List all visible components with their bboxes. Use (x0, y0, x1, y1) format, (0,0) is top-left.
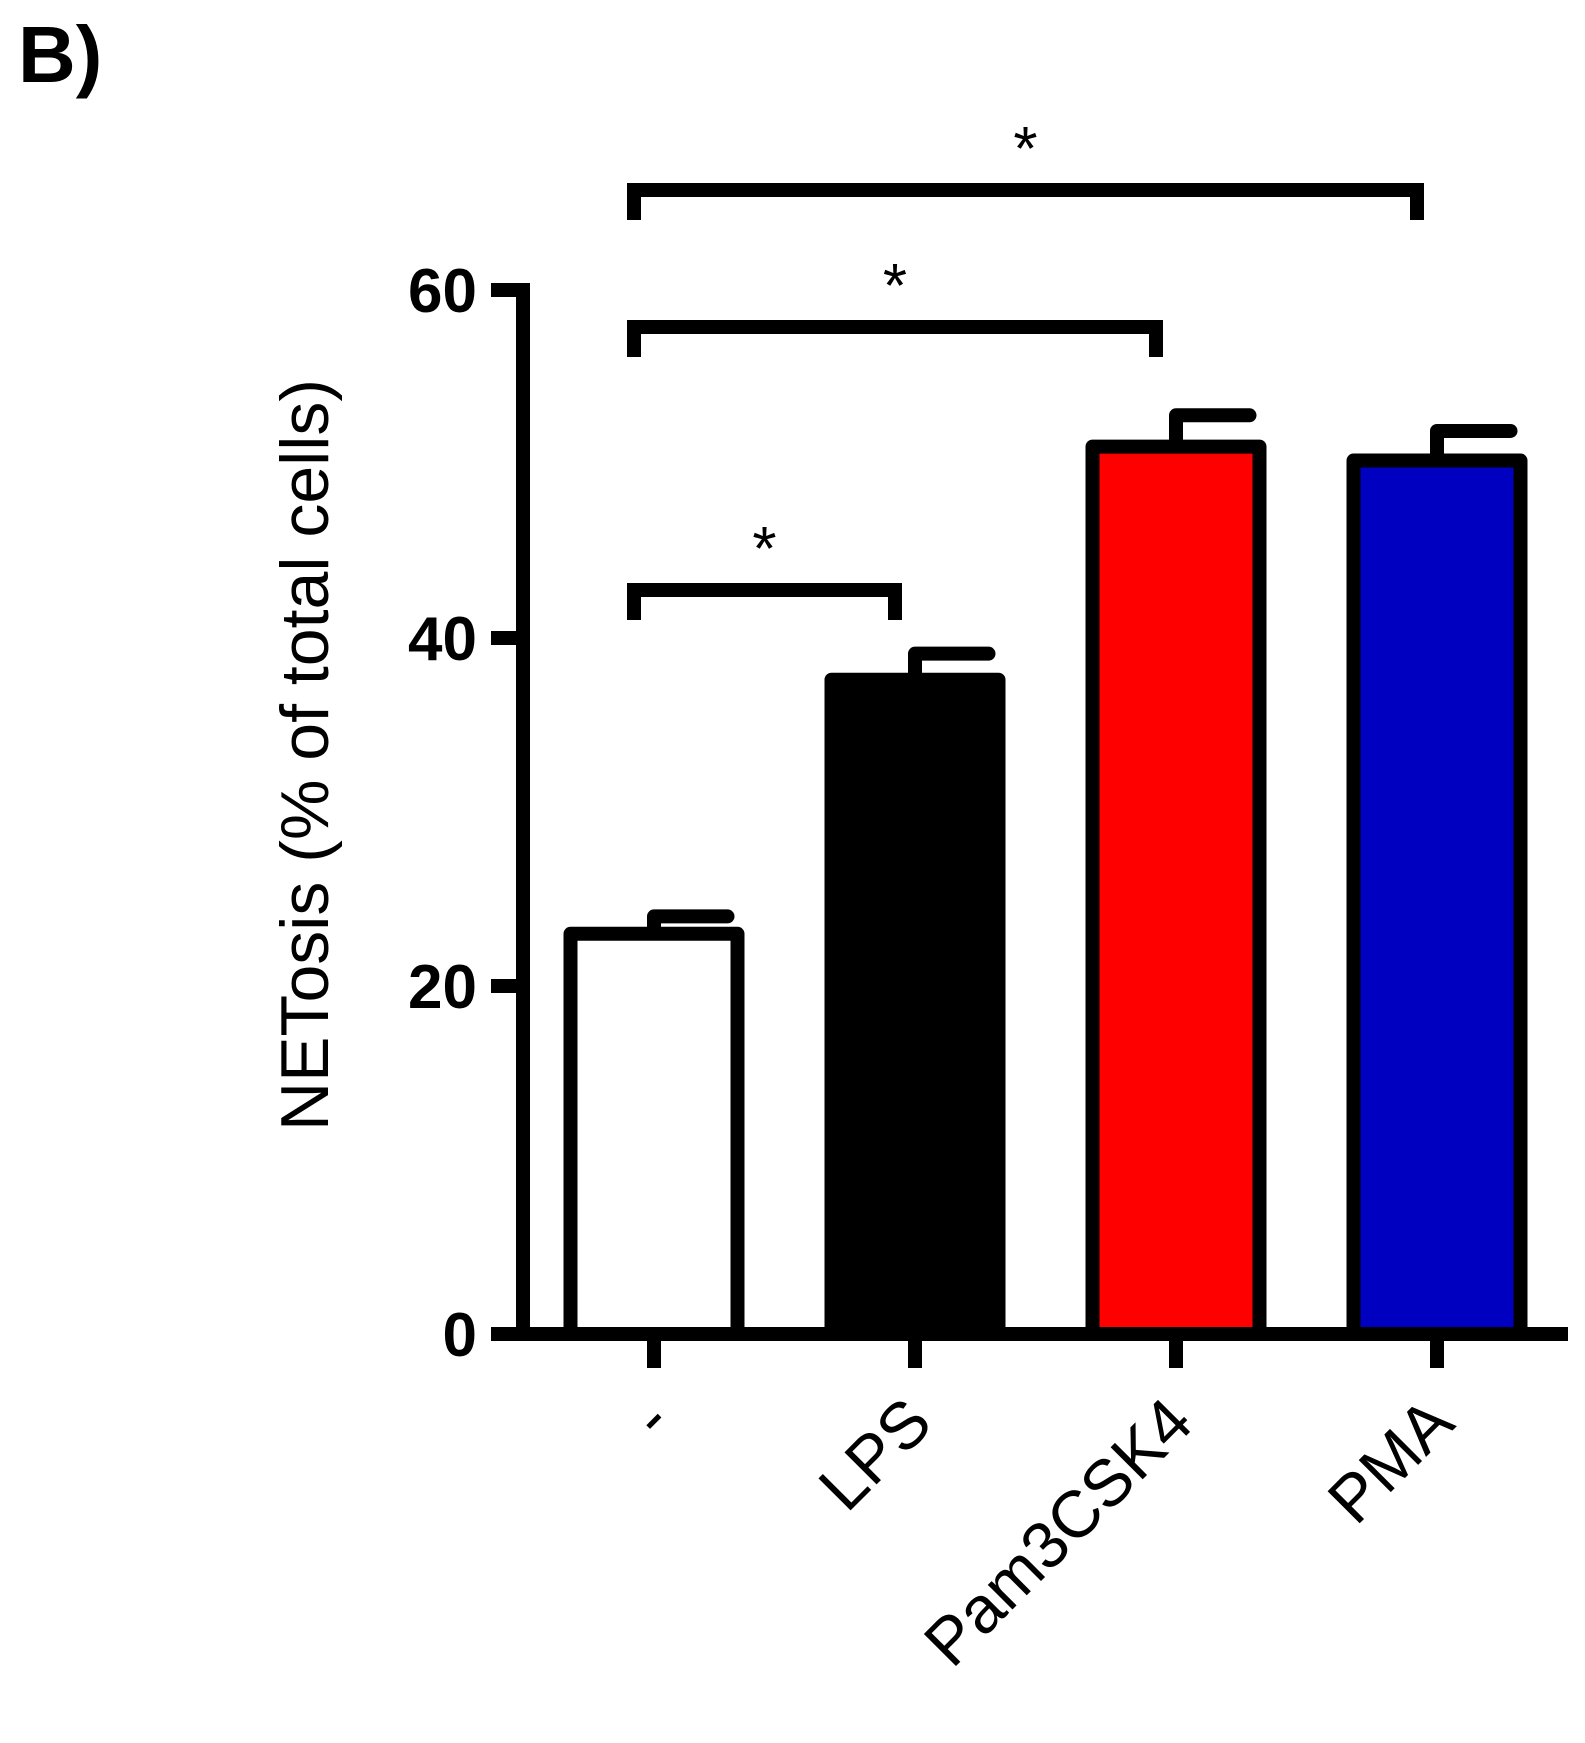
significance-bracket-2 (627, 183, 1424, 220)
x-tick-label-2: Pam3CSK4 (910, 1384, 1206, 1680)
significance-bracket-0 (627, 583, 902, 620)
y-tick-label-0: 0 (443, 1301, 477, 1370)
x-tick-label-0: - (616, 1384, 684, 1452)
bars (563, 439, 1528, 1342)
significance-star-1: * (883, 252, 907, 321)
significance-star-2: * (1013, 115, 1037, 184)
significance-star-0: * (752, 515, 776, 584)
y-tick-label-20: 20 (408, 953, 477, 1022)
y-axis-label: NETosis (% of total cells) (267, 379, 343, 1131)
y-tick-label-60: 60 (408, 257, 477, 326)
error-bars (647, 408, 1518, 934)
bar-pam3csk4 (1085, 439, 1267, 1342)
x-tick-label-1: LPS (804, 1384, 945, 1525)
significance-bracket-1 (627, 320, 1163, 357)
significance-brackets: * * * (627, 115, 1424, 620)
bar-pma (1346, 453, 1528, 1341)
y-tick-label-40: 40 (408, 605, 477, 674)
x-tick-label-3: PMA (1313, 1384, 1466, 1537)
bar-lps (824, 672, 1006, 1341)
panel-label: B) (18, 10, 102, 99)
bar-control (563, 926, 745, 1341)
